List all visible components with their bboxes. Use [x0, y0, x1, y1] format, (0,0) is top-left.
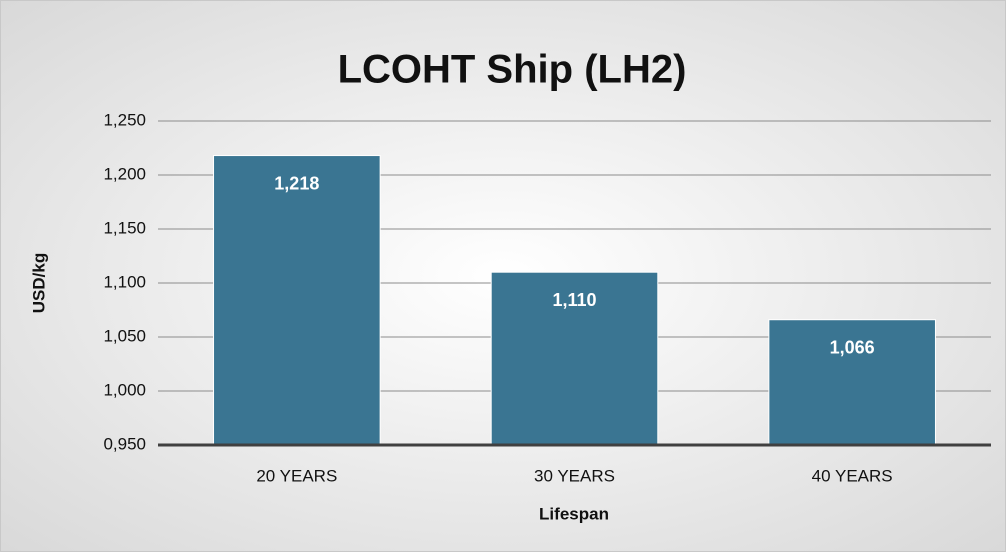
- y-tick-label: 1,250: [103, 110, 146, 129]
- y-axis-label: USD/kg: [29, 253, 48, 313]
- x-tick-label: 30 YEARS: [534, 466, 615, 485]
- bar: [490, 271, 659, 446]
- bar: [768, 319, 936, 446]
- y-tick-label: 1,000: [103, 380, 146, 399]
- y-tick-label: 1,050: [103, 326, 146, 345]
- data-label: 1,066: [830, 337, 875, 357]
- y-tick-label: 1,100: [103, 272, 146, 291]
- chart-title: LCOHT Ship (LH2): [338, 48, 687, 92]
- data-label: 1,218: [274, 173, 319, 193]
- y-tick-label: 0,950: [103, 434, 146, 453]
- x-axis-label: Lifespan: [539, 504, 609, 523]
- y-tick-label: 1,150: [103, 218, 146, 237]
- x-tick-label: 20 YEARS: [256, 466, 337, 485]
- data-label: 1,110: [552, 290, 596, 310]
- x-tick-label: 40 YEARS: [812, 466, 893, 485]
- y-tick-label: 1,200: [103, 164, 146, 183]
- bar: [213, 155, 381, 446]
